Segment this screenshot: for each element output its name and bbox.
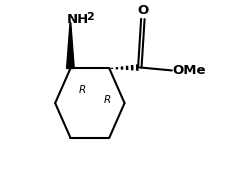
Text: R: R <box>79 85 86 95</box>
Text: 2: 2 <box>86 12 94 22</box>
Text: OMe: OMe <box>172 64 206 77</box>
Text: R: R <box>103 95 111 105</box>
Text: O: O <box>137 4 148 17</box>
Polygon shape <box>67 23 74 68</box>
Text: NH: NH <box>67 13 89 26</box>
